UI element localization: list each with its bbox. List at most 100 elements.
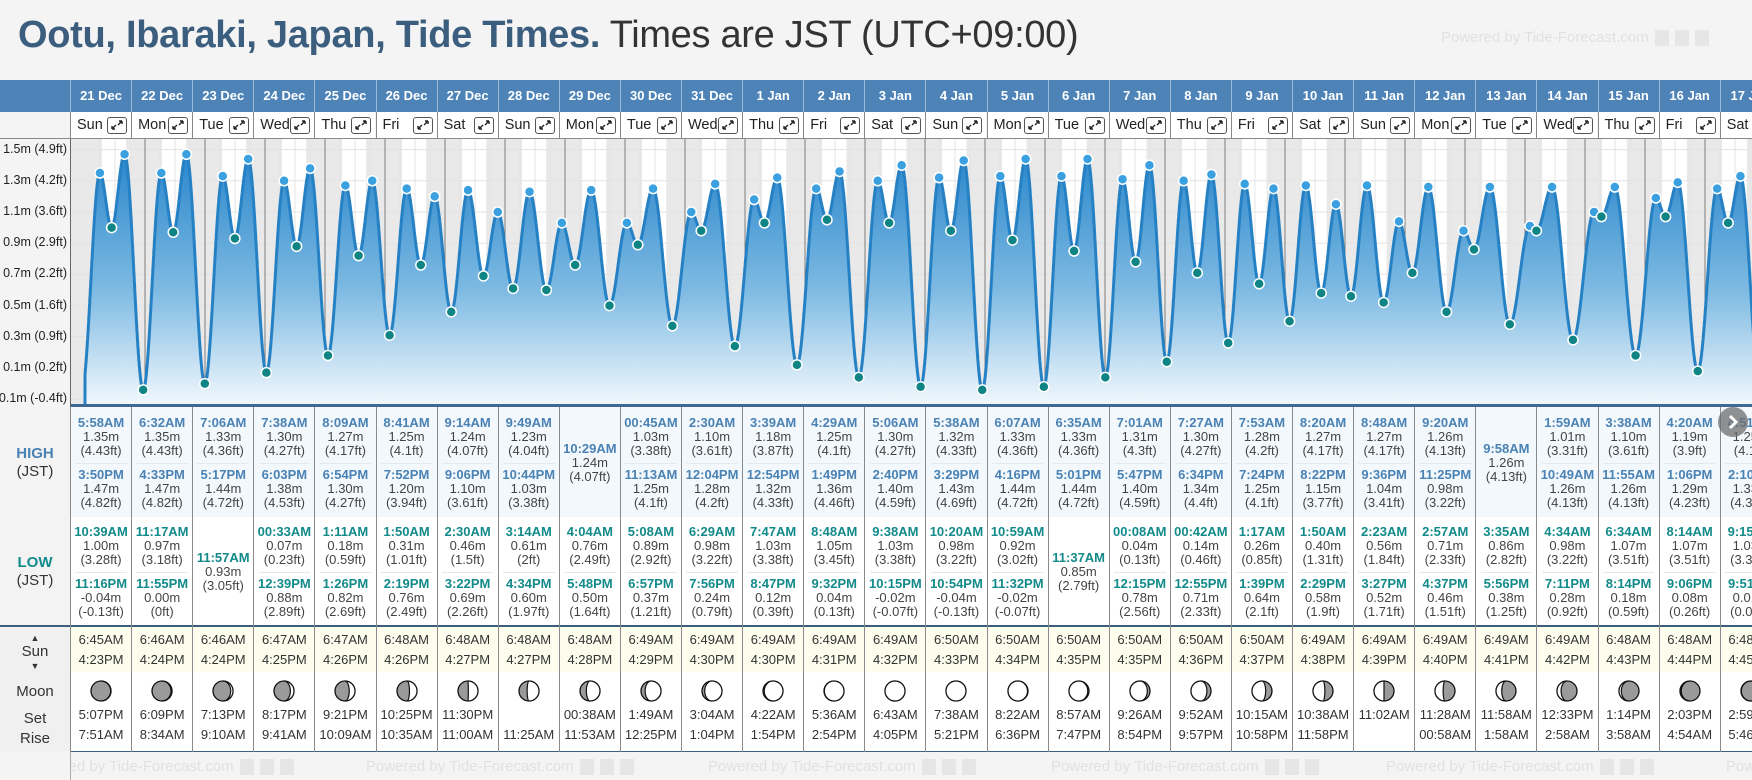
moonset-time: 9:52AM <box>1178 707 1224 722</box>
sun-times-cell: 6:48AM 4:43PM <box>1599 629 1659 671</box>
low-tide-point <box>603 299 616 312</box>
expand-day-button[interactable] <box>168 116 189 134</box>
moon-phase-icon <box>762 680 784 702</box>
tide-height-m: 1.33m <box>205 428 242 444</box>
tide-height-ft: (4.69ft) <box>935 495 978 511</box>
tide-height-ft: (1.01ft) <box>385 552 428 568</box>
tide-height-ft: (4.46ft) <box>813 495 855 511</box>
expand-day-button[interactable] <box>534 116 555 134</box>
moon-phase-icon <box>395 680 418 702</box>
expand-day-button[interactable] <box>1634 116 1655 134</box>
y-axis-label: -0.1m (-0.4ft) <box>0 391 67 406</box>
expand-day-button[interactable] <box>1267 116 1288 134</box>
low-tide-entry: 1:11AM 0.18m (0.59ft) <box>319 521 372 573</box>
weekday-cell: Mon <box>986 112 1048 138</box>
tide-time: 5:01PM <box>1055 467 1102 483</box>
low-tide-point <box>507 282 519 295</box>
tide-logo-icon <box>239 758 254 775</box>
sunrise-time: 6:48AM <box>506 632 552 647</box>
expand-day-button[interactable] <box>1451 116 1472 134</box>
expand-day-button[interactable] <box>1573 116 1594 134</box>
low-tide-point <box>229 232 241 245</box>
tide-height-ft: (4.43ft) <box>80 442 122 458</box>
expand-icon <box>1027 120 1040 130</box>
moonset-time: 3:04AM <box>689 707 735 722</box>
expand-day-button[interactable] <box>1084 116 1105 134</box>
moonrise-time: 2:54PM <box>811 727 857 742</box>
expand-day-button[interactable] <box>1023 116 1044 134</box>
expand-day-button[interactable] <box>718 116 739 134</box>
expand-day-button[interactable] <box>351 116 372 134</box>
expand-day-button[interactable] <box>473 116 494 134</box>
low-tide-point <box>569 259 581 271</box>
high-tide-point <box>304 162 316 175</box>
expand-day-button[interactable] <box>779 116 800 134</box>
tide-height-m: 0.88m <box>266 589 303 605</box>
tide-height-ft: (2ft) <box>517 552 541 568</box>
expand-day-button[interactable] <box>595 116 616 134</box>
moonrise-time: 7:51AM <box>78 727 124 742</box>
moonset-time: 11:58AM <box>1480 707 1532 722</box>
low-timezone-label: (JST) <box>16 572 54 589</box>
tide-height-ft: (3.38ft) <box>874 552 916 568</box>
tide-time: 10:44PM <box>502 467 556 483</box>
moonrise-time: 8:54PM <box>1117 727 1163 742</box>
expand-day-button[interactable] <box>840 116 861 134</box>
moon-cell: 00:38AM 11:53AM <box>560 679 620 751</box>
low-tide-point <box>290 240 303 253</box>
tide-height-m: 1.40m <box>877 481 914 497</box>
expand-day-button[interactable] <box>901 116 922 134</box>
expand-day-button[interactable] <box>1329 116 1350 134</box>
moon-phase-icon <box>1617 680 1640 702</box>
tide-time: 12:39PM <box>257 575 311 591</box>
expand-day-button[interactable] <box>229 116 250 134</box>
tide-time: 9:14AM <box>444 414 491 430</box>
expand-day-button[interactable] <box>290 116 311 134</box>
moon-phase-icon <box>1312 680 1334 702</box>
date-header: 27 Dec <box>436 80 498 112</box>
low-tide-entry: 11:16PM -0.04m (-0.13ft) <box>75 573 127 624</box>
low-tide-entry: 11:57AM 0.93m (3.05ft) <box>197 551 250 593</box>
next-days-button[interactable] <box>1718 407 1748 437</box>
expand-day-button[interactable] <box>412 116 433 134</box>
tide-time: 10:59AM <box>990 524 1045 540</box>
high-tides-cell: 5:38AM 1.32m (4.33ft) 3:29PM 1.43m (4.69ft) <box>926 411 986 515</box>
expand-day-button[interactable] <box>656 116 677 134</box>
low-tides-cell: 8:48AM 1.05m (3.45ft) 9:32PM 0.04m (0.13ft) <box>804 521 864 623</box>
sunrise-time: 6:49AM <box>1361 632 1407 647</box>
weekday-label: Mon <box>993 117 1022 133</box>
day-column: 2:30AM 1.10m (3.61ft) 12:04PM 1.28m (4.2ft) 6:… <box>681 407 742 752</box>
high-tide-point <box>428 190 441 203</box>
tide-height-ft: (4.1ft) <box>817 442 852 458</box>
moon-cell: 10:38AM 11:58PM <box>1293 679 1353 751</box>
expand-day-button[interactable] <box>1390 116 1411 134</box>
weekday-label: Thu <box>1176 117 1202 133</box>
expand-day-button[interactable] <box>1145 116 1166 134</box>
low-tide-point <box>1595 210 1608 223</box>
tide-height-ft: (3.38ft) <box>630 442 672 458</box>
expand-day-button[interactable] <box>1695 116 1716 134</box>
tide-height-m: 0.71m <box>1427 538 1464 554</box>
high-tide-point <box>685 206 697 218</box>
tide-time: 6:57PM <box>628 575 674 591</box>
moonset-time: 9:21PM <box>323 707 368 722</box>
tide-height-ft: (0.39ft) <box>752 603 794 619</box>
expand-day-button[interactable] <box>1206 116 1227 134</box>
tide-height-m: 0.76m <box>571 538 608 554</box>
tide-height-m: 0.12m <box>755 589 792 605</box>
expand-day-button[interactable] <box>962 116 983 134</box>
row-divider <box>0 625 1752 627</box>
low-tides-cell: 1:50AM 0.40m (1.31ft) 2:29PM 0.58m (1.9ft) <box>1293 521 1353 623</box>
high-tide-entry: 5:38AM 1.32m (4.33ft) <box>930 411 983 464</box>
low-tide-entry: 2:29PM 0.58m (1.9ft) <box>1297 573 1349 624</box>
low-tide-entry: 4:04AM 0.76m (2.49ft) <box>564 521 616 573</box>
expand-day-button[interactable] <box>107 116 128 134</box>
expand-day-button[interactable] <box>1512 116 1533 134</box>
tide-height-m: 0.07m <box>266 538 303 554</box>
low-tides-cell: 00:42AM 0.14m (0.46ft) 12:55PM 0.71m (2.33ft) <box>1171 521 1231 623</box>
moon-cell: 8:17PM 9:41AM <box>254 679 314 751</box>
expand-icon <box>1150 120 1162 130</box>
low-tide-point <box>1129 256 1142 268</box>
tide-time: 4:34AM <box>1544 524 1591 540</box>
